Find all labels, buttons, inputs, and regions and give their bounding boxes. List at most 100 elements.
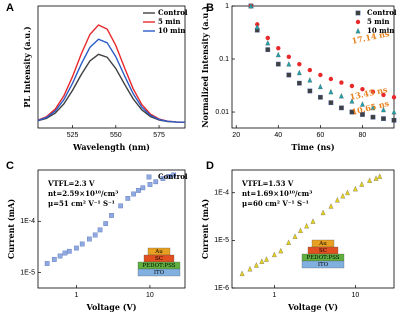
legend-label: Control <box>158 8 188 17</box>
point <box>292 233 298 239</box>
point <box>373 175 379 181</box>
point <box>328 88 334 95</box>
point <box>360 112 365 117</box>
panel-label: D <box>206 160 214 172</box>
point <box>160 176 166 181</box>
point <box>296 80 302 86</box>
point <box>338 93 344 99</box>
inset-label: SC <box>319 248 327 254</box>
point <box>360 101 365 107</box>
point <box>339 80 344 85</box>
point <box>265 39 271 46</box>
plot-frame <box>37 169 186 289</box>
x-tick-label: 10 <box>146 292 154 299</box>
inset-label: ITO <box>154 270 165 276</box>
point <box>317 83 323 90</box>
plot-frame <box>37 5 186 129</box>
point <box>62 250 68 256</box>
point <box>109 213 114 218</box>
y-axis-label: Current (mA) <box>6 199 16 259</box>
x-axis-label: Voltage (V) <box>86 302 137 312</box>
point <box>360 86 365 92</box>
point <box>345 189 350 196</box>
point <box>359 181 365 187</box>
y-axis-label: Normalized Intensity (a.u.) <box>200 6 210 128</box>
series-line <box>37 53 186 123</box>
point <box>349 98 355 104</box>
annotation: nt=1.69×10¹⁰/cm³ <box>242 189 312 198</box>
point <box>253 262 259 268</box>
x-tick-label: 550 <box>110 132 122 139</box>
point <box>140 185 146 191</box>
point <box>259 258 265 264</box>
x-tick-label: 1 <box>74 292 78 299</box>
panel: C Voltage (V) Current (mA) 1 10 1E-5 1E-4 Contr… <box>6 160 188 312</box>
y-tick-label: 0.1 <box>219 56 229 63</box>
point <box>276 45 281 51</box>
point <box>318 94 323 100</box>
point <box>370 89 376 95</box>
plot-frame <box>231 169 395 289</box>
x-axis-label: Voltage (V) <box>287 302 338 312</box>
legend-label: 5 min <box>367 17 389 26</box>
inset-label: ITO <box>318 262 329 268</box>
point <box>239 270 245 277</box>
point <box>264 256 269 262</box>
inset-layer <box>301 260 345 269</box>
point <box>286 72 292 78</box>
point <box>57 253 63 259</box>
panel: B Time (ns) Normalized Intensity (a.u.) 20 4… <box>200 2 397 152</box>
point <box>370 114 376 120</box>
plot-frame <box>231 5 395 129</box>
x-tick-label: 20 <box>232 132 240 139</box>
x-tick-label: 575 <box>153 132 165 139</box>
point <box>118 203 124 209</box>
inset-label: Au <box>154 249 163 255</box>
point <box>278 247 284 254</box>
point <box>391 95 397 100</box>
point <box>318 72 323 78</box>
point <box>377 173 383 179</box>
point <box>328 76 334 82</box>
inset-label: Au <box>318 241 327 247</box>
point <box>349 109 355 115</box>
legend-swatch <box>146 174 152 180</box>
point <box>296 69 302 76</box>
y-tick-label: 1E-5 <box>20 269 35 276</box>
point <box>125 196 131 201</box>
point <box>391 117 397 123</box>
point <box>51 257 57 262</box>
y-axis-label: Current (mA) <box>200 199 210 259</box>
series-line <box>37 38 186 123</box>
x-tick-label: 525 <box>67 132 79 139</box>
point <box>381 116 386 122</box>
point <box>340 193 346 199</box>
inset-label: PEDOT:PSS <box>306 255 339 261</box>
point <box>248 2 254 9</box>
inset-label: SC <box>155 256 163 262</box>
legend-swatch <box>355 19 361 25</box>
point <box>297 61 302 67</box>
y-tick-label: 1E-4 <box>20 218 35 225</box>
legend-label: 10 min <box>158 26 185 35</box>
legend-swatch <box>355 10 361 16</box>
panel: A Wavelength (nm) PL Intensity (a.u.) 525 55… <box>6 2 188 152</box>
x-tick-label: 80 <box>359 132 367 139</box>
point <box>328 100 334 106</box>
x-tick-label: 10 <box>351 292 359 299</box>
point <box>74 245 79 251</box>
point <box>271 251 277 258</box>
annotation: nt=2.59×10¹⁰/cm³ <box>48 189 118 198</box>
panel-label: C <box>6 160 14 172</box>
point <box>136 188 141 193</box>
point <box>66 248 72 254</box>
y-tick-label: 1E-4 <box>214 190 229 197</box>
point <box>44 261 50 266</box>
legend-swatch <box>355 27 361 34</box>
point <box>328 203 334 209</box>
panel-label: A <box>6 2 14 14</box>
point <box>286 239 292 245</box>
point <box>370 104 376 111</box>
point <box>310 218 316 224</box>
point <box>254 24 260 30</box>
